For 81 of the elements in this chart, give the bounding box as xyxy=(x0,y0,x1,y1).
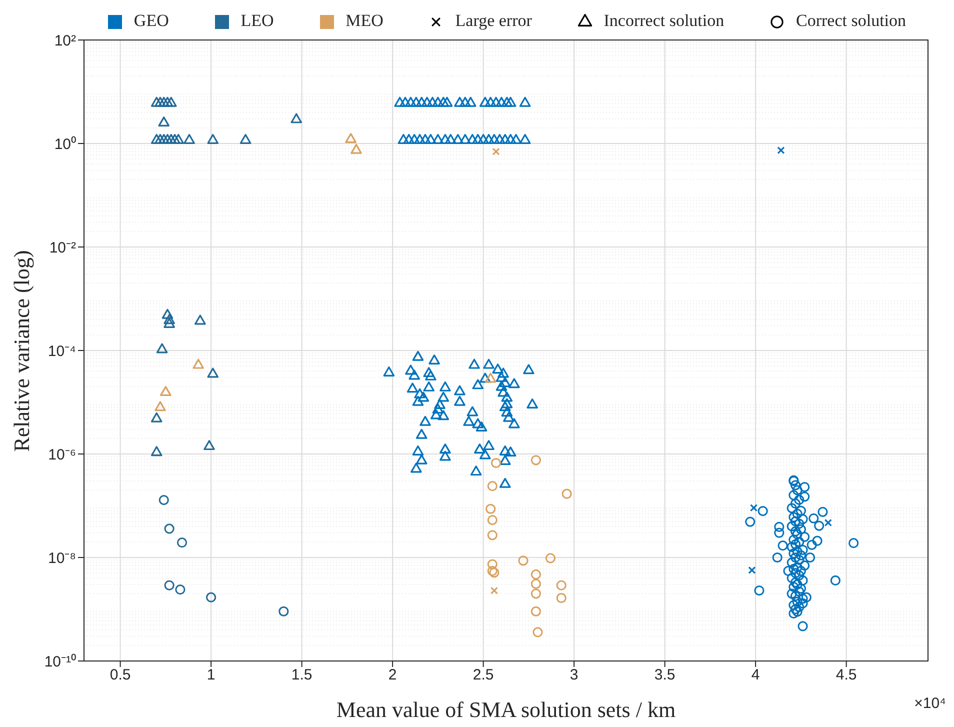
point xyxy=(154,401,166,412)
legend-label: Correct solution xyxy=(796,11,906,31)
point xyxy=(487,481,498,492)
point xyxy=(150,412,162,422)
x-tick-label: 1 xyxy=(206,666,216,684)
point xyxy=(530,455,541,466)
y-tick-label: 10⁻⁴ xyxy=(48,342,76,360)
point xyxy=(487,559,498,570)
point xyxy=(194,314,206,325)
y-axis-title: Relative variance (log) xyxy=(9,250,35,452)
point xyxy=(150,446,162,456)
x-tick-label: 4 xyxy=(751,666,760,684)
point xyxy=(154,96,166,107)
point xyxy=(750,504,758,512)
point xyxy=(206,592,216,602)
point xyxy=(204,440,215,450)
x-tick-label: 2.5 xyxy=(472,666,494,684)
point xyxy=(175,584,186,595)
point xyxy=(192,358,204,369)
point xyxy=(562,488,572,499)
legend-label: LEO xyxy=(240,11,274,31)
y-tick-label: 10² xyxy=(54,32,76,50)
legend-label: MEO xyxy=(346,11,384,31)
legend-label: Large error xyxy=(455,11,532,31)
point xyxy=(150,96,162,107)
point xyxy=(240,134,252,144)
point xyxy=(165,96,177,107)
y-tick-label: 10⁰ xyxy=(54,136,76,153)
point xyxy=(172,134,184,144)
point xyxy=(164,318,175,328)
point xyxy=(545,553,556,564)
point xyxy=(158,116,170,127)
x-tick-label: 1.5 xyxy=(291,666,312,684)
point xyxy=(530,588,541,599)
point xyxy=(158,494,169,506)
point xyxy=(162,96,174,107)
point xyxy=(176,538,188,548)
point xyxy=(484,372,496,383)
x-axis-title: Mean value of SMA solution sets / km xyxy=(336,697,676,722)
x-tick-label: 0.5 xyxy=(110,666,131,684)
point xyxy=(350,144,362,154)
point xyxy=(162,308,174,319)
point xyxy=(487,530,498,540)
point xyxy=(490,458,502,468)
legend-label: GEO xyxy=(134,11,169,31)
point xyxy=(824,518,832,527)
point xyxy=(530,606,541,616)
point xyxy=(150,134,162,144)
point xyxy=(345,133,356,143)
y-tick-label: 10⁻⁸ xyxy=(48,550,76,567)
point xyxy=(777,146,785,154)
x-tick-label: 2 xyxy=(388,666,397,684)
point xyxy=(532,627,543,638)
point xyxy=(290,113,302,124)
point xyxy=(164,314,175,324)
point xyxy=(518,556,528,566)
point xyxy=(278,606,289,616)
y-tick-label: 10⁻⁶ xyxy=(48,446,76,464)
y-tick-label: 10⁻² xyxy=(49,239,76,256)
point xyxy=(530,569,541,580)
point xyxy=(184,134,195,144)
text: ×10⁴ xyxy=(914,695,946,712)
y-tick-label: 10⁻¹⁰ xyxy=(44,653,76,670)
point xyxy=(164,580,174,590)
point xyxy=(748,566,756,574)
point xyxy=(207,368,219,378)
point xyxy=(160,386,172,396)
x-tick-label: 4.5 xyxy=(836,666,857,684)
x-tick-label: 3 xyxy=(570,666,578,684)
point xyxy=(486,504,496,514)
x-tick-label: 3.5 xyxy=(654,666,676,684)
legend-label: Incorrect solution xyxy=(604,11,724,31)
point xyxy=(490,586,498,594)
point xyxy=(556,592,566,604)
point xyxy=(207,134,219,144)
point xyxy=(164,524,174,534)
point xyxy=(530,578,541,589)
point xyxy=(492,148,500,156)
point xyxy=(156,343,168,354)
point xyxy=(487,514,498,526)
point xyxy=(556,580,566,590)
